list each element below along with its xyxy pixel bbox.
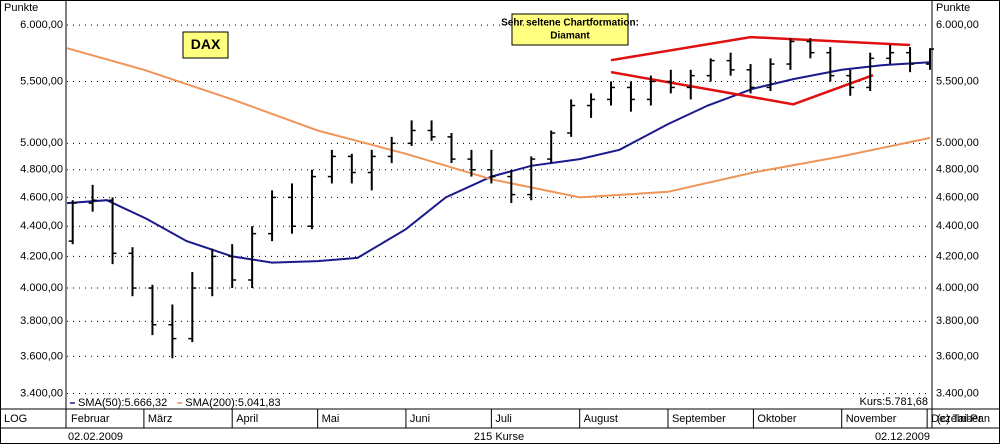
legend-label: SMA(50):5.666,32: [78, 397, 167, 409]
annotation-box: [511, 13, 629, 46]
y-tick-label: 5.000,00: [20, 137, 63, 149]
y-tick-label-right: 4.800,00: [936, 164, 979, 176]
x-tick-label: Mai: [322, 413, 340, 425]
y-tick-label: 6.000,00: [20, 19, 63, 31]
y-tick-label-right: 4.200,00: [936, 250, 979, 262]
y-tick-label-right: 4.400,00: [936, 220, 979, 232]
y-tick-label: 4.000,00: [20, 282, 63, 294]
y-tick-label-right: 3.600,00: [936, 350, 979, 362]
legend-label: Kurs:5.781,68: [860, 396, 929, 408]
legend-label: SMA(200):5.041,83: [185, 397, 280, 409]
y-tick-label: 4.200,00: [20, 250, 63, 262]
x-tick-label: Oktober: [757, 413, 796, 425]
copyright: (c) Tai-Pan: [937, 413, 990, 425]
y-tick-label: 3.400,00: [20, 387, 63, 399]
y-tick-label-right: 3.800,00: [936, 315, 979, 327]
y-tick-label: 3.800,00: [20, 315, 63, 327]
x-tick-label: April: [236, 413, 258, 425]
y-tick-label: 4.800,00: [20, 164, 63, 176]
title-box: [182, 31, 229, 59]
annotation: Sehr seltene Chartformation:: [501, 18, 639, 29]
x-tick-label: August: [584, 413, 618, 425]
annotation: Diamant: [550, 31, 590, 42]
y-tick-label: 3.600,00: [20, 350, 63, 362]
x-tick-label: Juni: [410, 413, 430, 425]
y-axis-label-right: Punkte: [936, 2, 970, 14]
y-tick-label-right: 5.000,00: [936, 137, 979, 149]
end-date: 02.12.2009: [875, 431, 930, 443]
x-tick-label: Dezember: [931, 413, 982, 425]
x-tick-label: November: [846, 413, 897, 425]
bar-count: 215 Kurse: [474, 431, 524, 443]
start-date: 02.02.2009: [68, 431, 123, 443]
scale-label: LOG: [4, 413, 27, 425]
x-tick-label: Februar: [71, 413, 110, 425]
chart-title: DAX: [191, 36, 221, 52]
x-tick-label: September: [672, 413, 726, 425]
y-tick-label-right: 6.000,00: [936, 19, 979, 31]
y-tick-label: 4.600,00: [20, 191, 63, 203]
x-tick-label: März: [148, 413, 172, 425]
y-tick-label: 4.400,00: [20, 220, 63, 232]
y-tick-label-right: 5.500,00: [936, 75, 979, 87]
y-tick-label-right: 3.400,00: [936, 387, 979, 399]
x-tick-label: Juli: [495, 413, 512, 425]
y-tick-label-right: 4.000,00: [936, 282, 979, 294]
y-tick-label: 5.500,00: [20, 75, 63, 87]
y-tick-label-right: 4.600,00: [936, 191, 979, 203]
trend-line: [610, 35, 911, 62]
y-axis-label: Punkte: [4, 2, 38, 14]
